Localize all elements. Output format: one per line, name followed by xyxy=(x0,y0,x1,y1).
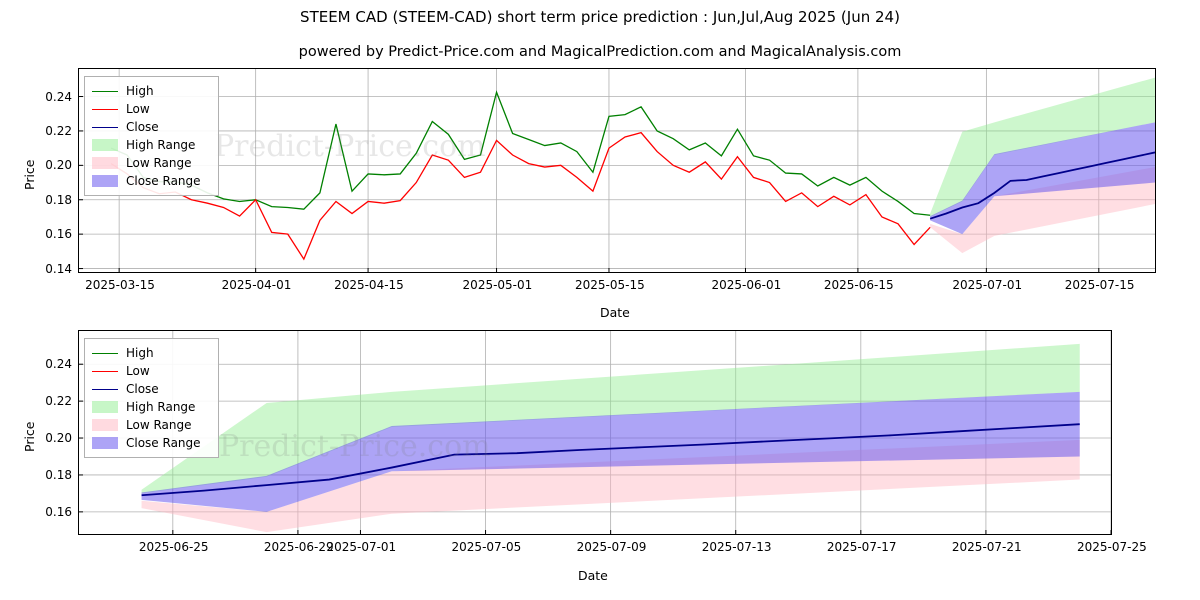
legend-band-swatch xyxy=(92,437,118,449)
band-low-range xyxy=(930,167,1155,254)
top-chart-svg xyxy=(79,69,1155,272)
legend-label: Close Range xyxy=(126,436,201,450)
x-tick-label: 2025-06-25 xyxy=(138,540,209,554)
y-tick-label: 0.20 xyxy=(45,158,72,173)
x-tick-label: 2025-07-21 xyxy=(951,540,1022,554)
legend-line-swatch xyxy=(92,370,118,372)
legend-item-high-range: High Range xyxy=(92,398,211,416)
legend-label: Low xyxy=(126,364,150,378)
band-close-range xyxy=(141,391,1080,512)
legend-label: Low Range xyxy=(126,418,192,432)
x-tick-label: 2025-07-01 xyxy=(952,278,1023,292)
legend-label: High Range xyxy=(126,138,196,152)
series-line-low xyxy=(110,131,931,261)
legend-item-close-range: Close Range xyxy=(92,434,211,452)
legend-item-low: Low xyxy=(92,100,211,118)
page-subtitle: powered by Predict-Price.com and Magical… xyxy=(298,44,902,60)
x-tick-label: 2025-05-01 xyxy=(462,278,533,292)
band-low-range xyxy=(141,439,1080,533)
y-tick-label: 0.16 xyxy=(45,227,72,242)
x-tick-label: 2025-07-01 xyxy=(326,540,397,554)
legend-label: High xyxy=(126,84,154,98)
band-high-range xyxy=(141,343,1080,494)
x-tick-label: 2025-06-15 xyxy=(823,278,894,292)
x-tick-label: 2025-07-15 xyxy=(1064,278,1135,292)
x-tick-label: 2025-05-15 xyxy=(574,278,645,292)
x-tick-label: 2025-03-15 xyxy=(85,278,155,292)
y-tick-label: 0.18 xyxy=(45,467,72,482)
legend-label: Close xyxy=(126,120,159,134)
series-line-close xyxy=(929,151,1155,220)
page-title: STEEM CAD (STEEM-CAD) short term price p… xyxy=(300,8,900,26)
band-high-range xyxy=(930,77,1155,217)
legend-item-low: Low xyxy=(92,362,211,380)
legend-band-swatch xyxy=(92,175,118,187)
x-tick-label: 2025-06-01 xyxy=(711,278,782,292)
legend-label: Low Range xyxy=(126,156,192,170)
legend-line-swatch xyxy=(92,108,118,110)
y-tick-label: 0.18 xyxy=(45,192,72,207)
x-tick-label: 2025-07-25 xyxy=(1077,540,1147,554)
bottom-chart-svg xyxy=(79,331,1111,534)
x-tick-label: 2025-07-13 xyxy=(701,540,772,554)
legend-band-swatch xyxy=(92,157,118,169)
legend-item-close-range: Close Range xyxy=(92,172,211,190)
y-tick-label: 0.22 xyxy=(45,394,72,409)
legend-line-swatch xyxy=(92,126,118,128)
series-line-high xyxy=(110,90,931,216)
legend-item-high: High xyxy=(92,82,211,100)
legend-item-high: High xyxy=(92,344,211,362)
x-tick-label: 2025-04-01 xyxy=(221,278,292,292)
x-tick-label: 2025-04-15 xyxy=(334,278,404,292)
legend-label: High xyxy=(126,346,154,360)
bottom-chart-plot-area: Predict-Price.com xyxy=(78,330,1112,535)
legend-label: Close Range xyxy=(126,174,201,188)
y-tick-label: 0.14 xyxy=(45,261,72,276)
legend-label: High Range xyxy=(126,400,196,414)
y-tick-label: 0.24 xyxy=(45,89,72,104)
legend-item-low-range: Low Range xyxy=(92,154,211,172)
y-tick-label: 0.22 xyxy=(45,123,72,138)
legend-item-high-range: High Range xyxy=(92,136,211,154)
bottom-chart-xlabel: Date xyxy=(578,568,608,583)
legend-line-swatch xyxy=(92,90,118,92)
x-tick-label: 2025-07-09 xyxy=(576,540,647,554)
legend-line-swatch xyxy=(92,388,118,390)
x-tick-label: 2025-06-29 xyxy=(263,540,334,554)
top-chart-xlabel: Date xyxy=(600,305,630,320)
legend-line-swatch xyxy=(92,352,118,354)
legend-band-swatch xyxy=(92,401,118,413)
top-chart-legend: High Low Close High Range Low Range Close Ran… xyxy=(84,76,219,196)
band-close-range xyxy=(930,122,1155,235)
y-tick-label: 0.24 xyxy=(45,357,72,372)
legend-item-close: Close xyxy=(92,380,211,398)
series-line-close xyxy=(141,423,1080,497)
legend-band-swatch xyxy=(92,139,118,151)
legend-item-low-range: Low Range xyxy=(92,416,211,434)
legend-label: Low xyxy=(126,102,150,116)
x-tick-label: 2025-07-05 xyxy=(451,540,522,554)
legend-label: Close xyxy=(126,382,159,396)
y-tick-label: 0.20 xyxy=(45,431,72,446)
x-tick-label: 2025-07-17 xyxy=(826,540,897,554)
top-chart-plot-area: Predict-Price.com xyxy=(78,68,1156,273)
y-tick-label: 0.16 xyxy=(45,504,72,519)
legend-band-swatch xyxy=(92,419,118,431)
bottom-chart-legend: High Low Close High Range Low Range Close Ran… xyxy=(84,338,219,458)
legend-item-close: Close xyxy=(92,118,211,136)
